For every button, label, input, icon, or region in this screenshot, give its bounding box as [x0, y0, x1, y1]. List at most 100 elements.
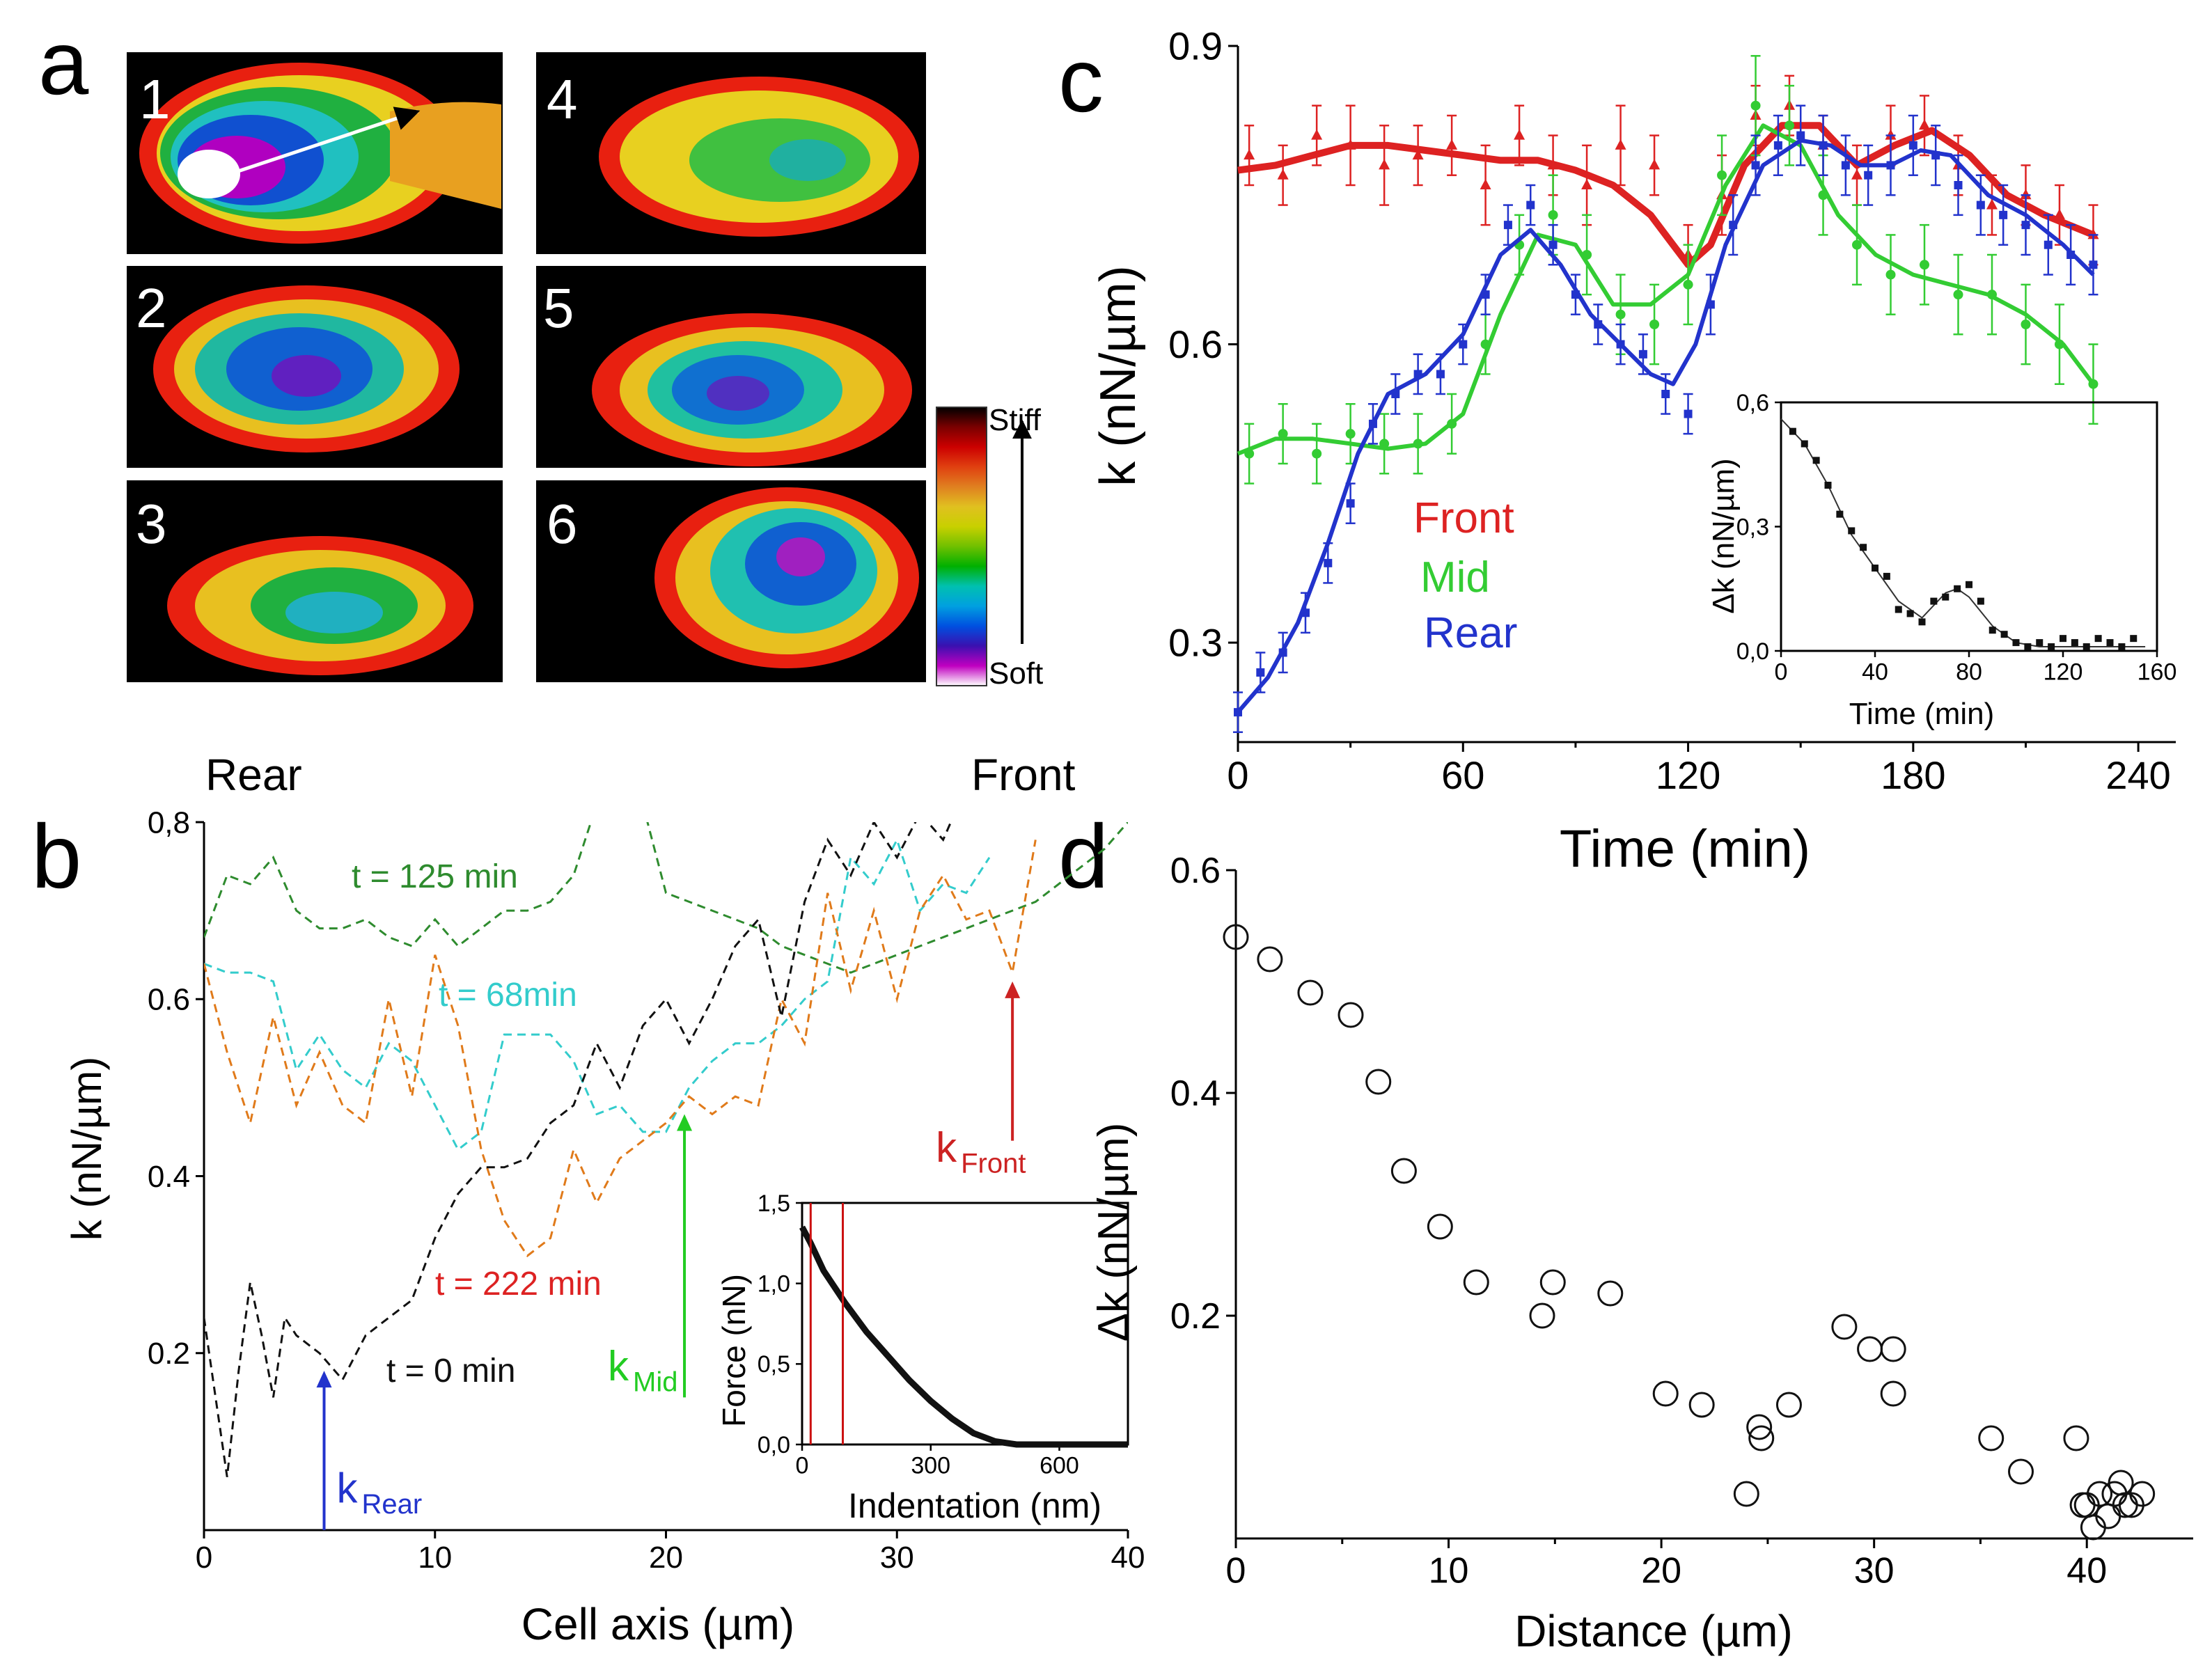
c-inset-frame	[1780, 401, 2158, 652]
c-point-front	[1412, 149, 1424, 160]
c-inset-xtick-label: 80	[1956, 659, 1982, 685]
legend-rear: Rear	[1424, 609, 1517, 657]
series-label-t0: t = 0 min	[386, 1353, 515, 1389]
panel-d-chart: Δk (nN/µm) Distance (µm) 0 10 20 30 40 0.2 0.4…	[1090, 851, 2193, 1656]
c-point-front	[1986, 198, 1998, 210]
c-inset-point	[1848, 527, 1856, 535]
c-ytick-label: 0.3	[1168, 621, 1223, 665]
c-point-rear	[1796, 131, 1805, 140]
c-inset-fit-line	[1780, 418, 2146, 647]
c-point-rear	[2044, 240, 2053, 249]
b-inset-ytick-label: 0,0	[758, 1432, 790, 1458]
b-arrowhead-mid	[677, 1114, 693, 1131]
c-inset-point	[1801, 440, 1808, 448]
b-xtick-label: 40	[1111, 1541, 1145, 1575]
colorbar-scale	[936, 407, 987, 686]
b-inset-frame	[801, 1202, 1129, 1446]
colorbar: Stiff Soft	[936, 403, 1043, 691]
c-inset-point	[1883, 572, 1890, 580]
c-inset-xtick-label: 40	[1862, 659, 1888, 685]
d-scatter-point	[1390, 1158, 1417, 1184]
b-inset-ytick-label: 0,5	[758, 1351, 790, 1378]
b-ytick-label: 0.2	[148, 1337, 190, 1371]
b-inset-xtick-label: 300	[911, 1452, 950, 1479]
c-point-rear	[1999, 210, 2008, 219]
c-xtick-label: 180	[1881, 753, 1945, 797]
d-scatter-point	[1597, 1280, 1624, 1307]
c-point-rear	[1234, 708, 1242, 717]
b-arrow-label-sub-rear: Rear	[362, 1489, 423, 1520]
tile-number-3: 3	[136, 493, 167, 555]
b-xlabel: Cell axis (µm)	[521, 1599, 794, 1649]
d-xlabel: Distance (µm)	[1514, 1606, 1793, 1656]
d-scatter-point	[2063, 1425, 2089, 1451]
c-inset-point	[2060, 635, 2066, 643]
b-inset-xtick-label: 0	[796, 1452, 809, 1479]
b-inset-force-curve	[799, 1225, 1128, 1448]
c-point-front	[1446, 139, 1458, 150]
c-inset-point	[2012, 639, 2020, 647]
c-point-mid	[1345, 429, 1356, 439]
c-inset-point	[1895, 606, 1902, 613]
map-tile-6: 6	[536, 480, 926, 682]
d-xtick-label: 30	[1854, 1550, 1895, 1591]
b-arrow-label-sub-mid: Mid	[633, 1367, 677, 1397]
c-fit-line-front	[1237, 122, 2095, 269]
colorbar-soft-label: Soft	[989, 656, 1043, 691]
b-arrowhead-front	[1005, 981, 1021, 998]
b-ylabel: k (nN/µm)	[63, 1057, 110, 1241]
d-scatter-point	[1857, 1336, 1883, 1362]
c-inset-xtick-label: 160	[2138, 659, 2177, 685]
d-scatter-point	[2087, 1481, 2113, 1507]
map-tile-1: 1	[127, 52, 503, 254]
c-fit-line-rear	[1236, 138, 2095, 714]
b-arrowhead-rear	[316, 1371, 332, 1388]
d-scatter-point	[1539, 1269, 1566, 1296]
c-point-front	[2020, 189, 2032, 200]
tile-number-1: 1	[139, 68, 171, 130]
c-inset-point	[1789, 427, 1796, 435]
d-scatter-point	[1297, 979, 1324, 1006]
panel-b-chart: Rear Front k (nN/µm) Cell axis (µm) t = …	[63, 750, 1145, 1649]
d-xtick-label: 20	[1641, 1550, 1681, 1591]
map-tile-2: 2	[127, 266, 503, 468]
d-scatter-point	[1257, 946, 1283, 973]
c-point-rear	[2089, 260, 2098, 269]
c-point-rear	[1346, 499, 1355, 508]
map-tile-3: 3	[127, 480, 503, 682]
c-inset-xtick-label: 120	[2044, 659, 2083, 685]
c-point-rear	[1954, 181, 1963, 189]
c-inset-point	[1860, 544, 1867, 551]
c-point-rear	[1661, 390, 1670, 398]
b-arrow-label-sub-front: Front	[961, 1149, 1026, 1179]
c-point-front	[1615, 139, 1626, 150]
tile-number-2: 2	[136, 277, 167, 339]
tile-number-5: 5	[543, 277, 574, 339]
b-inset-ylabel: Force (nN)	[716, 1274, 752, 1427]
d-scatter-point	[1529, 1302, 1555, 1329]
b-arrow-label-mid: k	[608, 1342, 629, 1389]
tile-number-6: 6	[547, 493, 578, 555]
c-inset-point	[2024, 643, 2032, 651]
c-inset-point	[1812, 457, 1820, 464]
d-scatter-point	[2095, 1503, 2121, 1529]
c-point-rear	[1503, 221, 1512, 230]
d-scatter-point	[1365, 1069, 1392, 1095]
panel-label-c: c	[1058, 29, 1104, 131]
c-inset-point	[1824, 482, 1832, 489]
c-inset-point	[1872, 565, 1878, 572]
c-inset-point	[2036, 639, 2044, 647]
d-ylabel: Δk (nN/µm)	[1090, 1123, 1138, 1342]
c-point-rear	[1324, 558, 1333, 567]
c-point-rear	[2021, 221, 2030, 230]
b-arrow-label-front: k	[936, 1124, 957, 1171]
c-point-mid	[1852, 239, 1862, 250]
d-scatter-point	[1978, 1425, 2005, 1451]
d-scatter-point	[1775, 1392, 1802, 1418]
c-point-front	[1244, 149, 1255, 160]
c-point-front	[1311, 129, 1323, 140]
c-point-rear	[1459, 340, 1468, 349]
b-series-group	[204, 822, 1128, 1477]
c-ylabel: k (nN/µm)	[1090, 265, 1146, 486]
